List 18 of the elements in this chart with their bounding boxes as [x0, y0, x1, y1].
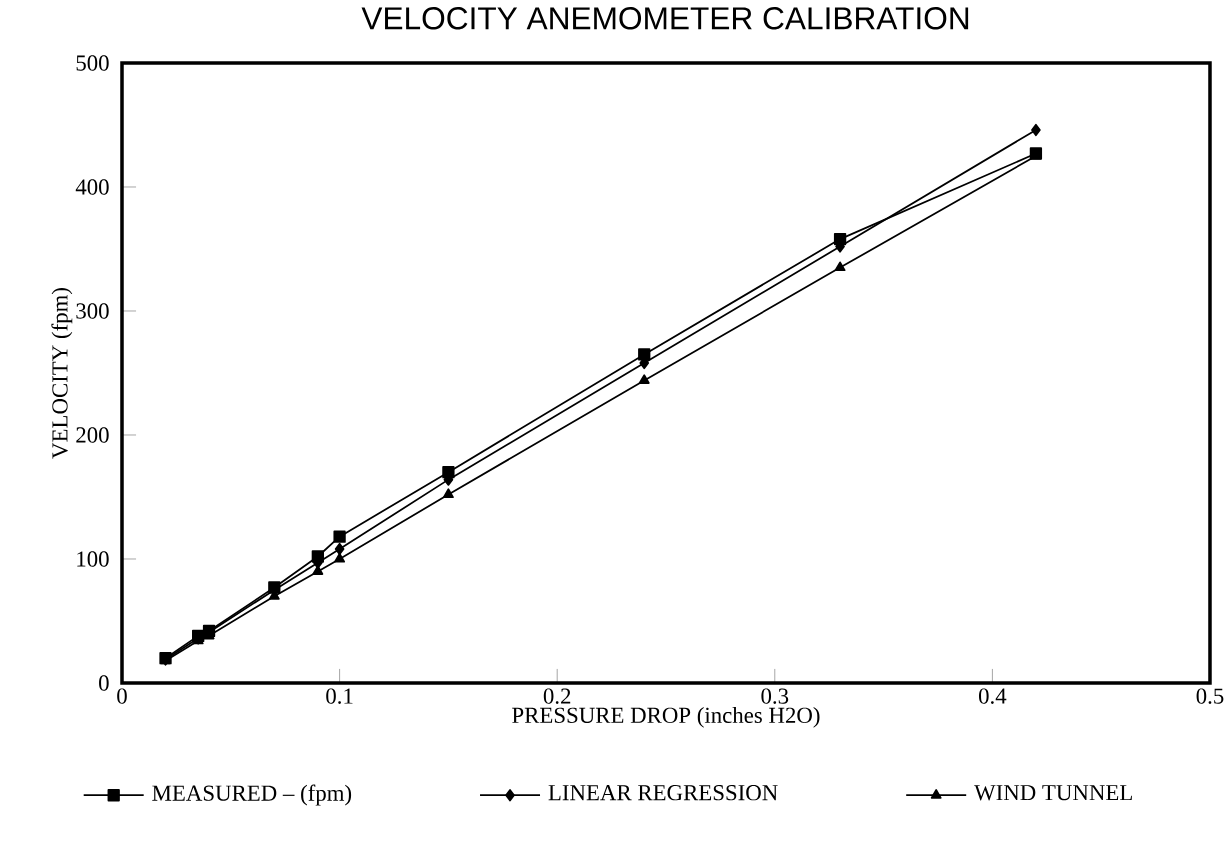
x-tick-label: 0.2: [543, 688, 571, 704]
y-tick-label: 500: [76, 55, 109, 71]
x-tick-label: 0.5: [1196, 688, 1224, 704]
legend-label: WIND TUNNEL: [974, 785, 1132, 801]
x-tick-label: 0.3: [761, 688, 789, 704]
y-axis-title: VELOCITY (fpm): [51, 288, 73, 459]
y-tick-label: 200: [76, 427, 109, 443]
y-tick-label: 0: [99, 675, 109, 691]
x-tick-label: 0.1: [326, 688, 353, 704]
chart-title: VELOCITY ANEMOMETER CALIBRATION: [361, 7, 969, 30]
y-tick-label: 100: [77, 551, 109, 567]
legend-label: LINEAR REGRESSION: [548, 785, 778, 801]
y-tick-label: 400: [75, 179, 109, 195]
x-axis-title: PRESSURE DROP (inches H2O): [512, 706, 820, 728]
legend-label: MEASURED – (fpm): [152, 784, 352, 806]
x-tick-label: 0: [117, 688, 127, 704]
x-tick-label: 0.4: [979, 688, 1007, 704]
y-tick-label: 300: [76, 303, 109, 319]
